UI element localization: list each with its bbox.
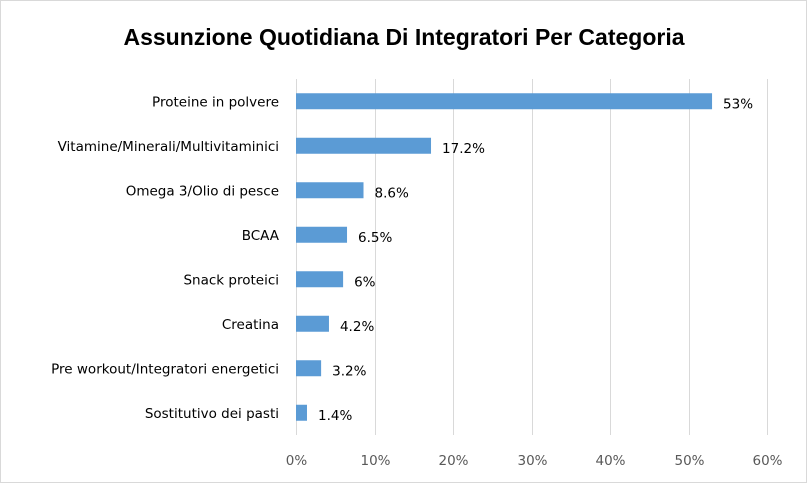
- x-tick-label: 60%: [752, 453, 782, 469]
- bar: [296, 137, 432, 154]
- data-label: 3.2%: [332, 363, 366, 379]
- category-labels: Proteine in polvere Vitamine/Minerali/Mul…: [51, 94, 280, 422]
- category-label: Proteine in polvere: [152, 94, 279, 110]
- bars: [296, 93, 713, 421]
- x-tick-label: 0%: [286, 453, 308, 469]
- bar: [296, 315, 329, 332]
- x-tick-label: 20%: [438, 453, 468, 469]
- category-label: Omega 3/Olio di pesce: [126, 183, 279, 199]
- data-label: 17.2%: [442, 141, 485, 157]
- category-label: Pre workout/Integratori energetici: [51, 361, 279, 377]
- x-tick-label: 40%: [595, 453, 625, 469]
- x-tick-label: 30%: [517, 453, 547, 469]
- bar: [296, 226, 348, 243]
- bar: [296, 404, 307, 421]
- data-labels: 53% 17.2% 8.6% 6.5% 6% 4.2% 3.2% 1.4%: [318, 96, 753, 424]
- bar: [296, 93, 713, 110]
- x-axis-tick-labels: 0% 10% 20% 30% 40% 50% 60%: [286, 453, 783, 469]
- chart-title: Assunzione Quotidiana Di Integratori Per…: [123, 24, 684, 50]
- x-tick-label: 10%: [360, 453, 390, 469]
- data-label: 6%: [354, 274, 376, 290]
- bar: [296, 271, 344, 288]
- data-label: 1.4%: [318, 408, 352, 424]
- category-label: Creatina: [222, 317, 279, 333]
- category-label: Snack proteici: [183, 272, 279, 288]
- data-label: 6.5%: [358, 230, 392, 246]
- category-label: Vitamine/Minerali/Multivitaminici: [58, 139, 279, 155]
- category-label: BCAA: [242, 228, 280, 244]
- data-label: 53%: [723, 96, 753, 112]
- data-label: 8.6%: [375, 185, 409, 201]
- x-tick-label: 50%: [674, 453, 704, 469]
- gridlines: [296, 79, 768, 435]
- category-label: Sostitutivo dei pasti: [145, 406, 279, 422]
- bar: [296, 360, 322, 377]
- bar: [296, 182, 364, 199]
- data-label: 4.2%: [340, 319, 374, 335]
